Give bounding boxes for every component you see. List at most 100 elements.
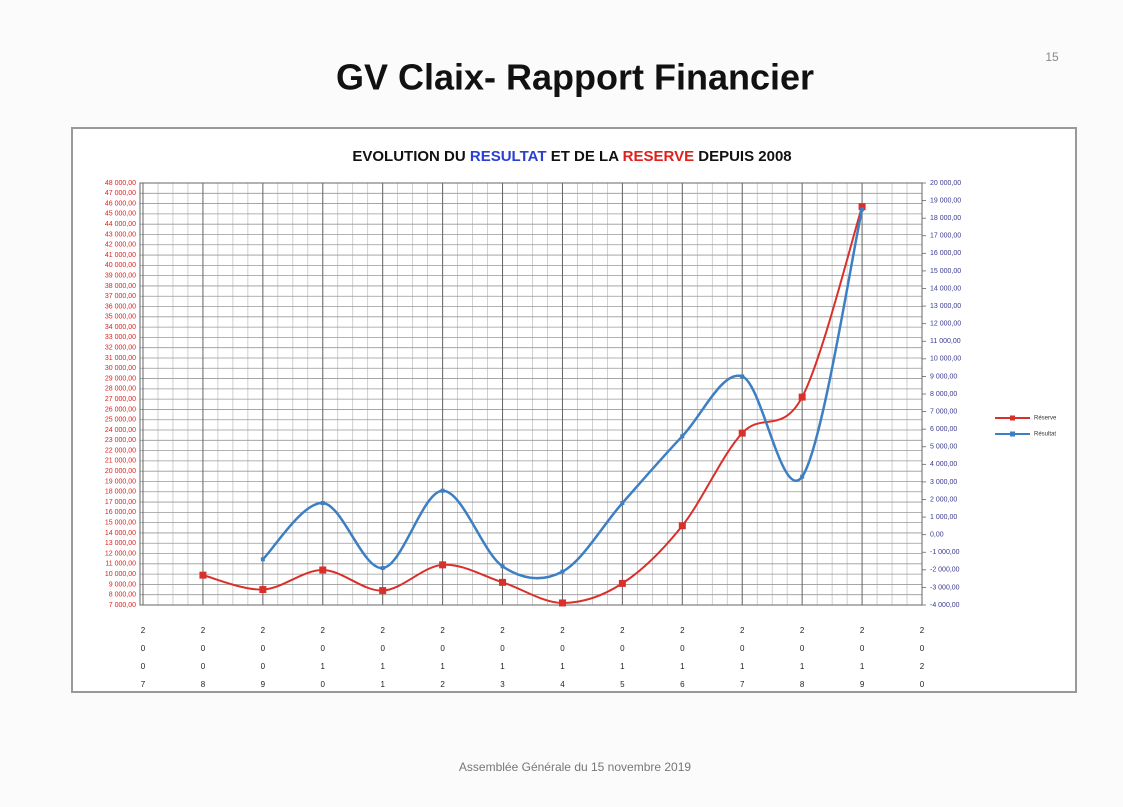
y-tick-label: 33 000,00 bbox=[105, 334, 136, 341]
marker bbox=[379, 587, 387, 595]
y-tick-label: 42 000,00 bbox=[105, 242, 136, 249]
x-tick-char: 1 bbox=[800, 662, 805, 671]
marker bbox=[500, 564, 505, 569]
y-tick-label: 15 000,00 bbox=[105, 520, 136, 527]
chart-title: EVOLUTION DU RESULTAT ET DE LA RESERVE D… bbox=[352, 148, 791, 165]
y-tick-label: 34 000,00 bbox=[105, 324, 136, 331]
y-tick-label: 36 000,00 bbox=[105, 303, 136, 310]
marker bbox=[680, 434, 685, 439]
y-tick-label: 20 000,00 bbox=[105, 468, 136, 475]
x-tick-char: 3 bbox=[500, 680, 505, 689]
legend-label: Réserve bbox=[1034, 416, 1057, 422]
x-tick-char: 2 bbox=[261, 626, 266, 635]
y-tick-label: 29 000,00 bbox=[105, 375, 136, 382]
x-tick-char: 8 bbox=[201, 680, 206, 689]
x-tick-char: 0 bbox=[920, 644, 925, 653]
y-tick-label: 37 000,00 bbox=[105, 293, 136, 300]
y2-tick-label: 4 000,00 bbox=[930, 461, 957, 468]
legend-marker bbox=[1010, 431, 1015, 437]
x-tick-char: 0 bbox=[500, 644, 505, 653]
marker bbox=[860, 207, 865, 212]
x-tick-char: 0 bbox=[740, 644, 745, 653]
x-tick-char: 1 bbox=[740, 662, 745, 671]
y-tick-label: 46 000,00 bbox=[105, 200, 136, 207]
y-tick-label: 41 000,00 bbox=[105, 252, 136, 259]
x-tick-char: 1 bbox=[380, 680, 385, 689]
y2-tick-label: 14 000,00 bbox=[930, 285, 961, 292]
x-tick-char: 0 bbox=[800, 644, 805, 653]
x-tick-char: 1 bbox=[560, 662, 565, 671]
y-tick-label: 45 000,00 bbox=[105, 211, 136, 218]
y-tick-label: 11 000,00 bbox=[105, 561, 136, 568]
footer: Assemblée Générale du 15 novembre 2019 bbox=[459, 760, 691, 774]
x-tick-char: 0 bbox=[201, 644, 206, 653]
y2-tick-label: 11 000,00 bbox=[930, 338, 961, 345]
y-tick-label: 31 000,00 bbox=[105, 355, 136, 362]
x-tick-char: 2 bbox=[920, 626, 925, 635]
y-tick-label: 27 000,00 bbox=[105, 396, 136, 403]
x-tick-char: 2 bbox=[440, 626, 445, 635]
y-tick-label: 40 000,00 bbox=[105, 262, 136, 269]
y-tick-label: 35 000,00 bbox=[105, 314, 136, 321]
marker bbox=[858, 203, 866, 211]
x-tick-char: 6 bbox=[680, 680, 685, 689]
x-tick-char: 9 bbox=[860, 680, 865, 689]
x-tick-char: 1 bbox=[680, 662, 685, 671]
slide-title: GV Claix- Rapport Financier bbox=[336, 57, 814, 98]
x-tick-char: 0 bbox=[620, 644, 625, 653]
marker bbox=[259, 586, 267, 594]
y2-tick-label: 15 000,00 bbox=[930, 268, 961, 275]
y-tick-label: 17 000,00 bbox=[105, 499, 136, 506]
marker bbox=[260, 557, 265, 562]
x-tick-char: 2 bbox=[860, 626, 865, 635]
x-tick-char: 0 bbox=[380, 644, 385, 653]
marker bbox=[319, 566, 327, 574]
x-tick-char: 0 bbox=[321, 644, 326, 653]
marker bbox=[499, 578, 507, 586]
title-part: RESULTAT bbox=[470, 148, 547, 165]
x-tick-char: 0 bbox=[141, 662, 146, 671]
y2-tick-label: 20 000,00 bbox=[930, 180, 961, 187]
y2-tick-label: 12 000,00 bbox=[930, 321, 961, 328]
x-tick-char: 0 bbox=[261, 644, 266, 653]
y2-tick-label: 16 000,00 bbox=[930, 250, 961, 257]
marker bbox=[738, 429, 746, 437]
y-tick-label: 44 000,00 bbox=[105, 221, 136, 228]
x-tick-char: 2 bbox=[800, 626, 805, 635]
x-tick-char: 0 bbox=[141, 644, 146, 653]
y2-tick-label: -1 000,00 bbox=[930, 549, 960, 556]
x-tick-char: 2 bbox=[620, 626, 625, 635]
x-tick-char: 0 bbox=[440, 644, 445, 653]
x-tick-char: 2 bbox=[380, 626, 385, 635]
x-tick-char: 0 bbox=[261, 662, 266, 671]
marker bbox=[558, 599, 566, 607]
y2-tick-label: 7 000,00 bbox=[930, 408, 957, 415]
series-line bbox=[261, 209, 864, 580]
x-tick-char: 4 bbox=[560, 680, 565, 689]
x-tick-char: 2 bbox=[680, 626, 685, 635]
chart-frame bbox=[71, 127, 1077, 693]
marker bbox=[439, 561, 447, 569]
x-tick-char: 2 bbox=[740, 626, 745, 635]
y-tick-label: 18 000,00 bbox=[105, 489, 136, 496]
y-tick-label: 28 000,00 bbox=[105, 386, 136, 393]
y2-tick-label: -4 000,00 bbox=[930, 602, 960, 609]
y2-tick-label: 6 000,00 bbox=[930, 426, 957, 433]
y2-tick-label: -2 000,00 bbox=[930, 567, 960, 574]
x-tick-char: 1 bbox=[860, 662, 865, 671]
x-tick-char: 0 bbox=[321, 680, 326, 689]
title-part: RESERVE bbox=[623, 148, 694, 165]
